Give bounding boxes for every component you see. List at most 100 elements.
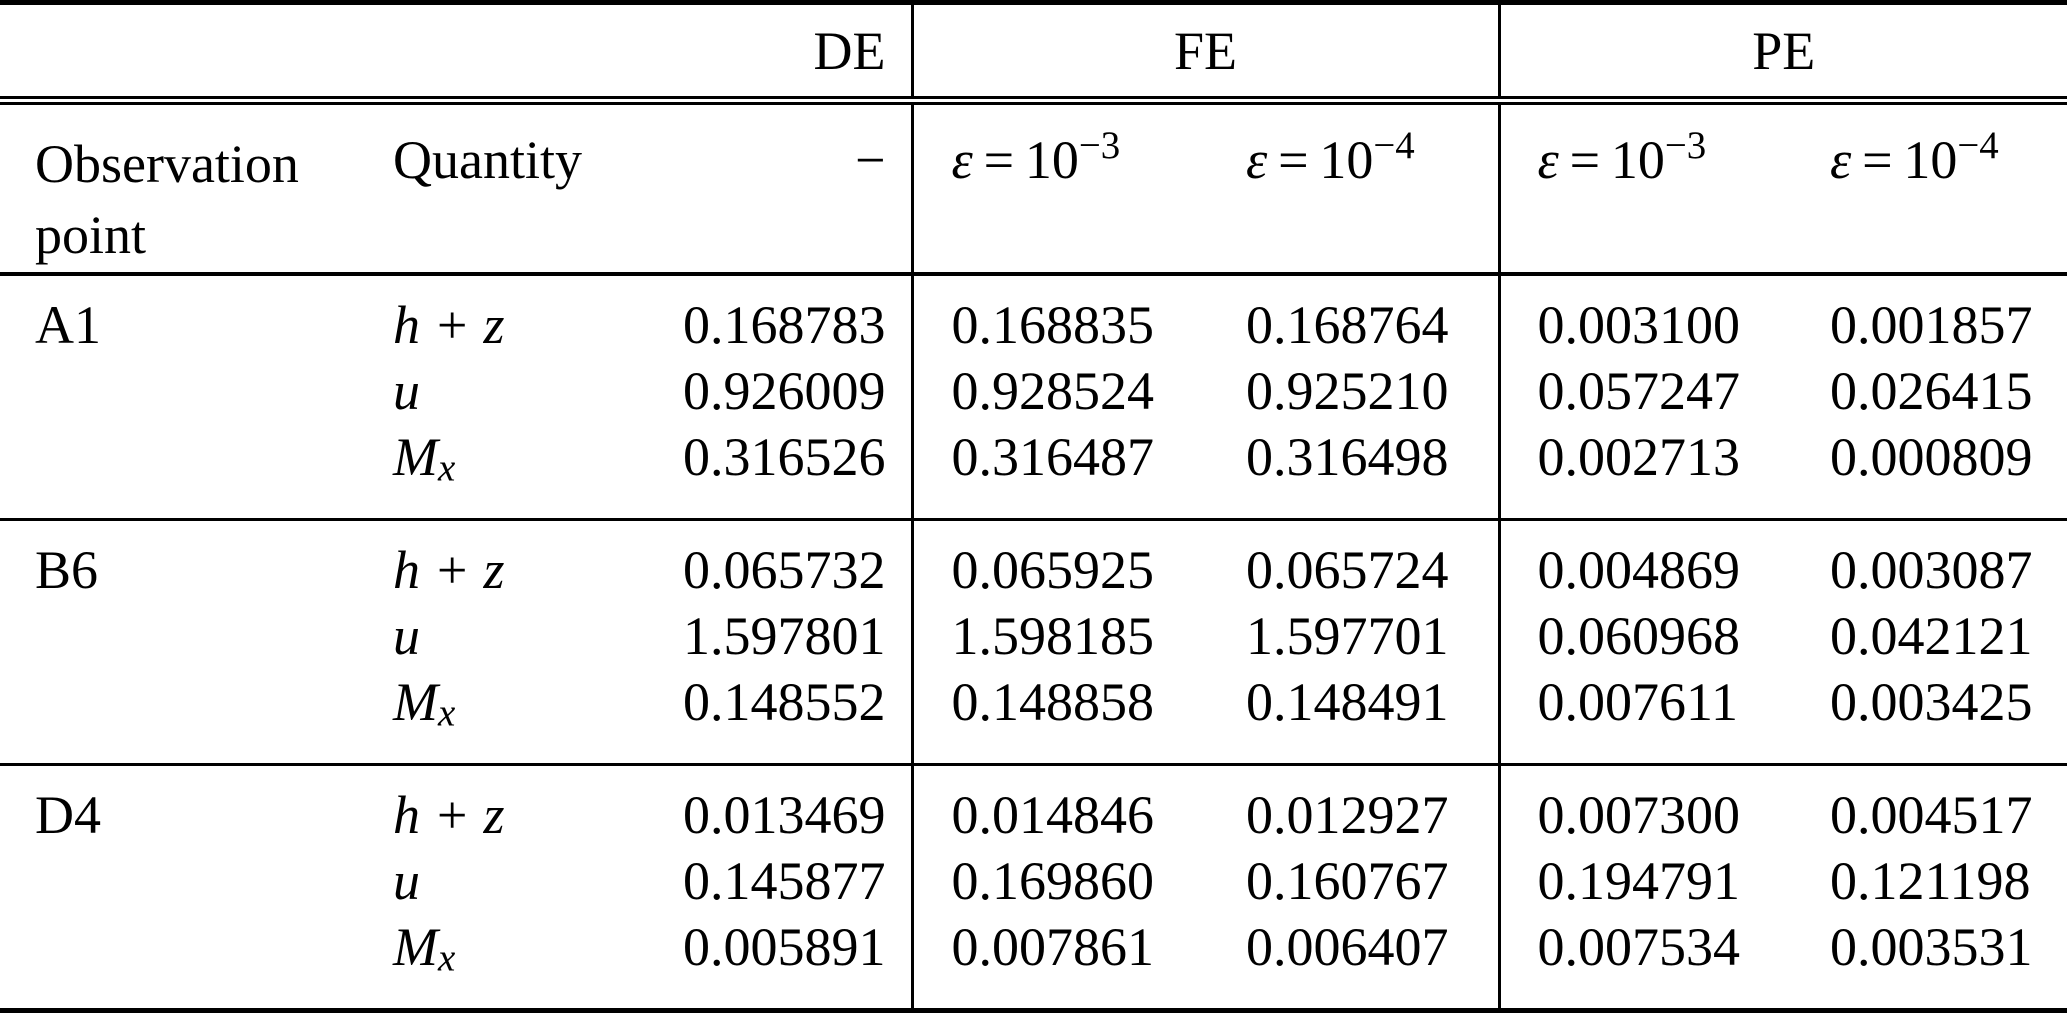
table-row: Mx 0.316526 0.316487 0.316498 0.002713 0… <box>0 423 2067 520</box>
value-fe-eps4: 0.012927 <box>1246 784 1449 845</box>
table-row: u 0.926009 0.928524 0.925210 0.057247 0.… <box>0 357 2067 424</box>
quantity-subscript: x <box>437 445 456 489</box>
value-de: 0.316526 <box>683 426 886 487</box>
value-pe-eps4: 0.003425 <box>1830 671 2033 732</box>
value-pe-eps4: 0.003531 <box>1830 916 2033 977</box>
value-de: 0.013469 <box>683 784 886 845</box>
table-row: Mx 0.148552 0.148858 0.148491 0.007611 0… <box>0 668 2067 765</box>
quantity-math: h + z <box>393 785 504 845</box>
epsilon-symbol: ε <box>1830 130 1852 190</box>
value-pe-eps4: 0.042121 <box>1830 605 2033 666</box>
value-fe-eps3: 0.169860 <box>910 847 1210 914</box>
power-exponent: −4 <box>1373 123 1415 167</box>
power-base: 10 <box>1610 130 1665 190</box>
column-header-de-dash: − <box>605 100 912 276</box>
epsilon-symbol: ε <box>1537 130 1559 190</box>
quantity-cell: h + z <box>355 764 605 848</box>
group-header-pe: PE <box>1497 2 2067 105</box>
power-exponent: −3 <box>1078 123 1121 167</box>
table-row: u 0.145877 0.169860 0.160767 0.194791 0.… <box>0 847 2067 914</box>
table-row: u 1.597801 1.598185 1.597701 0.060968 0.… <box>0 602 2067 669</box>
value-fe-eps4: 0.065724 <box>1246 539 1449 600</box>
value-pe-eps3: 0.060968 <box>1497 602 1793 669</box>
table-header: DE FE PE Observation point Quantity − ε =… <box>0 2 2067 276</box>
power-base: 10 <box>1903 130 1958 190</box>
power-exponent: −4 <box>1957 123 1999 167</box>
quantity-cell: h + z <box>355 274 605 358</box>
quantity-math: u <box>393 606 420 666</box>
value-de: 0.145877 <box>683 850 886 911</box>
value-fe-eps4: 0.925210 <box>1246 360 1449 421</box>
table-row: A1 h + z 0.168783 0.168835 0.168764 0.00… <box>0 273 2067 358</box>
quantity-cell: u <box>355 603 605 669</box>
value-fe-eps3: 1.598185 <box>910 602 1210 669</box>
quantity-cell: h + z <box>355 519 605 603</box>
table-row: D4 h + z 0.013469 0.014846 0.012927 0.00… <box>0 764 2067 848</box>
quantity-math: Mx <box>393 427 455 487</box>
point-label: B6 <box>35 539 99 600</box>
value-de: 0.148552 <box>683 671 886 732</box>
value-pe-eps3: 0.007611 <box>1497 668 1793 765</box>
quantity-math: h + z <box>393 540 504 600</box>
table-row: Mx 0.005891 0.007861 0.006407 0.007534 0… <box>0 913 2067 1011</box>
value-fe-eps3: 0.168835 <box>910 273 1210 358</box>
table-row: B6 h + z 0.065732 0.065925 0.065724 0.00… <box>0 519 2067 603</box>
column-header-fe-eps3: ε = 10−3 <box>910 100 1210 276</box>
group-header-row: DE FE PE <box>0 2 2067 105</box>
value-fe-eps3: 0.928524 <box>910 357 1210 424</box>
epsilon-symbol: ε <box>1246 130 1268 190</box>
power-base: 10 <box>1319 130 1374 190</box>
value-pe-eps4: 0.003087 <box>1830 539 2033 600</box>
equals-sign: = <box>1569 130 1601 190</box>
quantity-cell: Mx <box>355 424 605 520</box>
epsilon-symbol: ε <box>951 130 973 190</box>
value-pe-eps3: 0.007300 <box>1497 764 1793 848</box>
value-pe-eps4: 0.121198 <box>1830 850 2031 911</box>
power-exponent: −3 <box>1664 123 1707 167</box>
quantity-cell: u <box>355 358 605 424</box>
value-fe-eps3: 0.316487 <box>910 423 1210 520</box>
value-fe-eps4: 1.597701 <box>1246 605 1449 666</box>
value-de: 0.005891 <box>683 916 886 977</box>
value-fe-eps3: 0.065925 <box>910 519 1210 603</box>
equals-sign: = <box>983 130 1015 190</box>
value-pe-eps3: 0.194791 <box>1497 847 1793 914</box>
value-pe-eps3: 0.057247 <box>1497 357 1793 424</box>
column-header-pe-eps3: ε = 10−3 <box>1497 100 1793 276</box>
quantity-base: u <box>393 605 420 666</box>
value-fe-eps4: 0.160767 <box>1246 850 1449 911</box>
column-header-row: Observation point Quantity − ε = 10−3 ε = 10… <box>0 100 2067 276</box>
column-header-fe-eps4: ε = 10−4 <box>1210 100 1499 276</box>
value-pe-eps4: 0.004517 <box>1830 784 2033 845</box>
point-label: D4 <box>35 784 101 845</box>
power-base: 10 <box>1024 130 1079 190</box>
value-pe-eps4: 0.000809 <box>1830 426 2033 487</box>
group-header-de: DE <box>0 2 912 105</box>
value-fe-eps4: 0.168764 <box>1246 294 1449 355</box>
point-label: A1 <box>35 294 101 355</box>
quantity-math: u <box>393 361 420 421</box>
column-header-pe-eps4: ε = 10−4 <box>1793 100 2067 276</box>
quantity-cell: Mx <box>355 669 605 765</box>
block-b6: B6 h + z 0.065732 0.065925 0.065724 0.00… <box>0 519 2067 765</box>
value-de: 0.065732 <box>683 539 886 600</box>
value-de: 0.926009 <box>683 360 886 421</box>
quantity-subscript: x <box>437 690 456 734</box>
quantity-base: h + z <box>393 784 505 845</box>
quantity-cell: u <box>355 848 605 914</box>
quantity-subscript: x <box>437 935 456 979</box>
value-pe-eps3: 0.007534 <box>1497 913 1793 1011</box>
quantity-base: u <box>393 850 420 911</box>
value-de: 1.597801 <box>683 605 886 666</box>
value-fe-eps4: 0.006407 <box>1246 916 1449 977</box>
value-pe-eps4: 0.026415 <box>1830 360 2033 421</box>
column-header-observation-point: Observation point <box>0 100 355 276</box>
quantity-base: M <box>393 916 438 977</box>
value-fe-eps3: 0.148858 <box>910 668 1210 765</box>
quantity-base: M <box>393 426 438 487</box>
quantity-base: M <box>393 671 438 732</box>
value-pe-eps3: 0.003100 <box>1497 273 1793 358</box>
quantity-base: h + z <box>393 539 505 600</box>
group-header-fe: FE <box>910 2 1499 105</box>
